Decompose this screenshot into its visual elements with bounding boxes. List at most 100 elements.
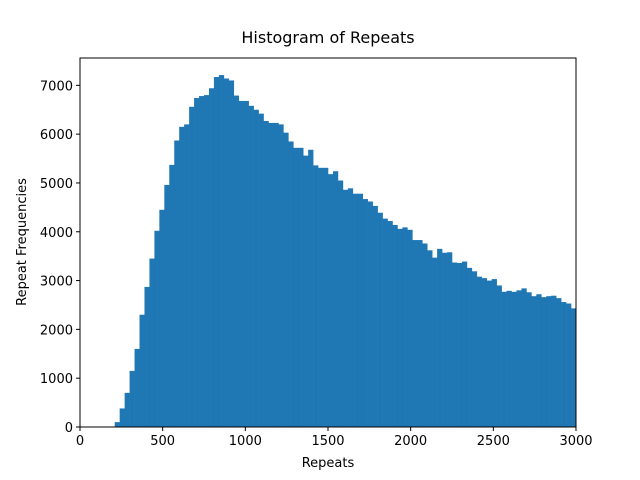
bar [447,252,453,427]
bar [303,155,309,427]
bar [571,308,577,427]
bar [486,280,492,427]
bar [541,297,547,427]
bar [298,147,304,428]
bar [189,106,195,428]
y-tick-label: 7000 [40,79,73,94]
bar [129,370,135,427]
bar [561,302,567,427]
bar [511,291,517,427]
bar [149,258,155,427]
y-tick-label: 5000 [40,177,73,192]
y-tick-label: 1000 [40,372,73,387]
x-tick-label: 3000 [559,434,592,449]
bar [278,124,284,427]
bar [194,98,200,428]
bar [332,171,339,427]
x-axis-label: Repeats [302,456,355,471]
bar [328,174,334,427]
bar [233,95,240,427]
bar [347,188,354,427]
y-tick-label: 3000 [40,275,73,290]
bar [154,230,160,427]
bar [228,80,235,427]
bar [174,140,180,427]
bar [397,228,403,427]
bar [208,88,215,427]
bar [556,298,562,427]
bar [263,120,269,427]
bar [491,279,497,427]
bar [139,314,145,427]
bar [437,248,443,427]
bar [243,100,249,427]
bar [481,278,488,427]
bar [531,296,537,427]
bar [218,75,225,427]
bar [456,263,463,427]
bar [382,218,388,427]
y-tick-label: 6000 [40,128,73,143]
bar [273,122,279,428]
x-tick-label: 2000 [394,434,427,449]
x-tick-label: 2500 [477,434,510,449]
bar [352,193,359,427]
bar [199,96,205,428]
y-axis-label: Repeat Frequencies [15,178,30,306]
bar [184,124,190,427]
bar [337,180,344,427]
bar [452,262,458,427]
bar [144,286,150,427]
bar [248,105,254,427]
bar [461,261,468,427]
bar [213,77,220,428]
bar [253,109,259,427]
bar [417,240,423,427]
bar [432,257,438,427]
bar [387,221,393,427]
x-tick-label: 1000 [229,434,262,449]
bar [506,290,512,427]
bar [119,408,125,427]
bar [318,167,324,428]
bar [169,164,175,427]
bar [308,149,314,427]
bar [526,292,532,427]
bar [392,224,398,427]
bar [164,184,170,427]
bar [422,243,428,427]
bar [283,132,289,427]
bar [471,271,478,427]
bar [501,291,507,427]
bar [546,296,552,427]
bar [566,303,572,427]
bar [551,295,557,427]
bar [407,229,413,427]
bar [516,290,522,427]
bar [293,147,299,428]
bar [258,113,264,428]
bar [288,141,294,427]
chart-title: Histogram of Repeats [241,28,414,47]
bar [313,165,319,427]
bar [223,78,230,427]
bar [402,227,408,427]
bar [466,267,473,427]
bar [179,126,185,428]
bar [521,288,527,427]
bar [412,240,418,427]
x-tick-label: 500 [150,434,175,449]
bar [536,294,542,427]
bar [377,212,383,427]
bar [442,252,448,427]
x-tick-label: 1500 [311,434,344,449]
bar [362,199,368,427]
bar [496,285,502,427]
bar [204,95,210,427]
bar [476,276,483,427]
bar [159,209,165,427]
bar [268,122,274,428]
bar [342,189,349,427]
y-tick-label: 0 [65,421,73,436]
